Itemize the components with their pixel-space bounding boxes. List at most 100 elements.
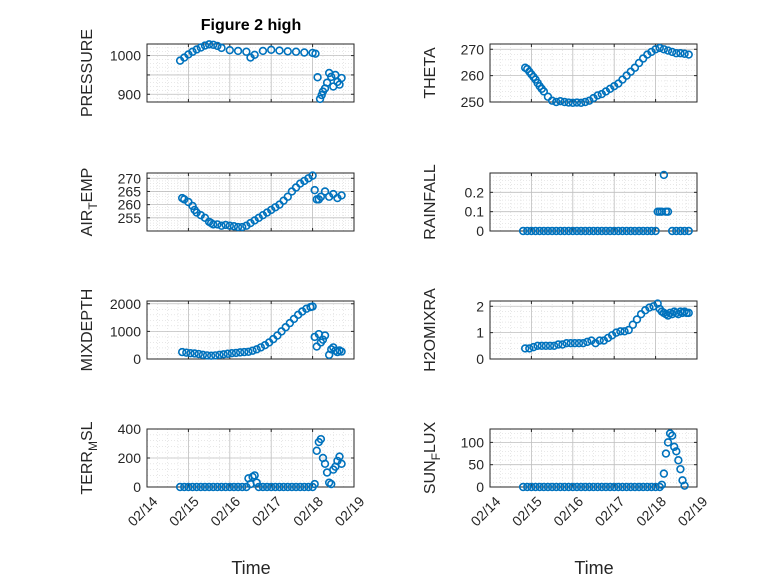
data-point <box>628 320 638 329</box>
data-point <box>209 482 218 492</box>
data-point <box>545 341 555 351</box>
data-point <box>233 46 243 56</box>
data-point <box>279 196 288 205</box>
data-point <box>605 482 615 492</box>
data-point <box>585 226 594 236</box>
data-point <box>256 343 266 352</box>
data-point <box>289 314 299 324</box>
y-tick-label: 0 <box>133 479 141 495</box>
data-point <box>287 482 297 492</box>
data-point <box>581 226 590 236</box>
y-tick-label: 2000 <box>110 296 141 312</box>
data-point <box>554 340 563 349</box>
data-point <box>194 349 203 359</box>
data-point <box>576 226 586 236</box>
data-point <box>614 226 623 236</box>
data-point <box>560 482 569 492</box>
y-axis-label-main: TERR <box>79 451 96 495</box>
x-tick-label: 02/19 <box>674 493 710 529</box>
axes-box <box>489 172 698 232</box>
y-axis-label-main: AIR <box>79 210 96 237</box>
data-point <box>564 226 573 236</box>
data-point <box>233 222 243 232</box>
data-point <box>225 221 235 230</box>
data-point <box>593 226 602 236</box>
data-point <box>539 226 549 236</box>
y-tick-label: 1000 <box>110 48 141 64</box>
data-point <box>643 226 652 236</box>
y-tick-label: 50 <box>468 457 484 473</box>
y-tick-label: 2 <box>476 298 484 314</box>
subplot-7: 0 200 400 02/14 02/15 02/16 02/17 02/18 02/19 TER… <box>79 421 368 529</box>
y-axis-label: TERRMSL <box>79 421 100 494</box>
data-point <box>215 350 224 360</box>
x-tick-label: 02/18 <box>633 493 669 529</box>
data-point <box>258 482 268 492</box>
data-point <box>676 226 685 236</box>
data-point <box>320 187 330 196</box>
data-point <box>227 349 237 358</box>
y-axis-label-main: SUN <box>422 460 439 494</box>
data-point <box>213 482 222 492</box>
data-point <box>291 482 301 492</box>
data-point <box>672 49 681 58</box>
data-point <box>204 482 214 492</box>
data-point <box>535 482 544 492</box>
y-tick-label: 0.2 <box>465 184 485 200</box>
x-tick-label: 02/18 <box>290 493 326 529</box>
data-point <box>672 447 681 456</box>
data-point <box>279 482 288 492</box>
data-point <box>626 226 635 236</box>
data-point <box>609 482 619 492</box>
x-tick-label: 02/14 <box>467 493 503 529</box>
data-point <box>244 347 253 357</box>
data-point <box>225 482 235 492</box>
data-point <box>250 50 259 60</box>
data-point <box>275 46 284 55</box>
data-point <box>676 464 685 474</box>
data-point <box>337 73 346 83</box>
y-tick-label: 1 <box>476 325 484 341</box>
data-point <box>622 482 631 492</box>
axes-box <box>489 300 698 360</box>
y-tick-label: 900 <box>118 86 142 102</box>
data-point <box>620 327 629 336</box>
data-point <box>667 226 677 236</box>
y-tick-label: 270 <box>461 41 485 57</box>
data-point <box>566 338 575 348</box>
data-point <box>248 346 257 355</box>
data-point <box>300 482 309 492</box>
data-point <box>310 185 319 195</box>
data-point <box>585 482 594 492</box>
y-axis-label-subscript: M <box>86 441 100 451</box>
data-point <box>312 446 321 455</box>
data-point <box>543 482 553 492</box>
data-point <box>283 482 292 492</box>
data-point <box>535 226 544 236</box>
data-point <box>316 192 326 201</box>
data-point <box>192 482 201 492</box>
data-point <box>539 482 549 492</box>
data-point <box>568 482 577 492</box>
y-axis-label-main: RAINFALL <box>422 164 439 240</box>
data-point <box>233 482 243 492</box>
data-point <box>217 482 226 492</box>
data-point <box>295 482 305 492</box>
data-point <box>595 336 604 345</box>
y-axis-label-main: MIXDEPTH <box>79 289 96 372</box>
data-point <box>533 341 542 351</box>
data-point <box>572 98 582 107</box>
data-point <box>672 226 681 236</box>
data-point <box>626 482 635 492</box>
data-point <box>647 482 656 492</box>
data-point <box>547 96 557 105</box>
y-axis-label-tail: LUX <box>422 422 439 453</box>
data-point <box>576 482 586 492</box>
data-point <box>267 45 276 54</box>
data-point <box>638 54 648 63</box>
data-point <box>310 479 319 489</box>
data-point <box>657 480 667 489</box>
data-point <box>655 482 664 492</box>
y-tick-label: 0.1 <box>465 204 485 220</box>
data-point <box>327 479 336 489</box>
